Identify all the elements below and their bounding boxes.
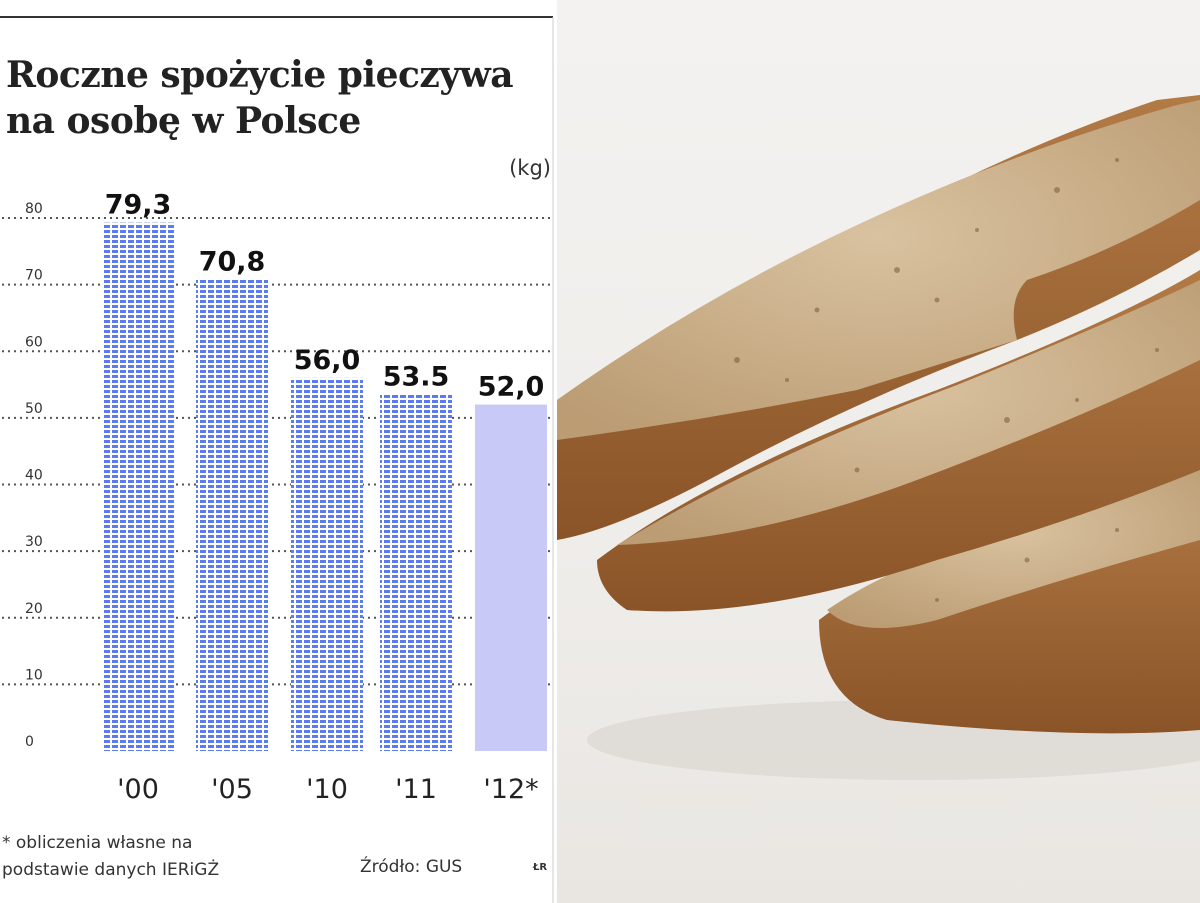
source-label: Źródło: GUS [360,857,463,877]
bottom-slice [819,465,1200,734]
x-tick-label: '11 [395,774,437,805]
x-tick-label: '05 [211,774,253,805]
bars [102,222,547,751]
x-tick-label: '10 [306,774,348,805]
footnote-line-1: * obliczenia własne na [2,833,193,853]
middle-slice [597,270,1200,612]
bread-slices-image [557,0,1200,903]
unit-label: (kg) [509,156,551,180]
y-tick-label: 60 [25,334,43,350]
bar-3 [380,394,452,751]
chart-panel: 0 10 20 30 40 50 60 70 80 79,3 70,8 56,0 53.5 52,0 '… [0,0,557,903]
value-label: 56,0 [294,345,361,376]
y-tick-label: 10 [25,667,43,683]
y-tick-label: 70 [25,268,43,284]
footnote-line-2: podstawie danych IERiGŻ [2,860,220,880]
y-axis-ticks: 0 10 20 30 40 50 60 70 80 [25,201,43,750]
x-axis-labels: '00 '05 '10 '11 '12* [117,774,539,805]
value-label: 70,8 [199,246,266,277]
chart-title-line-1: Roczne spożycie pieczywa [6,54,514,96]
bar-2 [291,377,363,751]
bar-chart: 0 10 20 30 40 50 60 70 80 79,3 70,8 56,0 53.5 52,0 '… [0,16,554,903]
x-tick-label: '00 [117,774,159,805]
bar-4 [475,404,547,751]
value-label: 79,3 [105,190,172,221]
y-tick-label: 30 [25,534,43,550]
y-tick-label: 80 [25,201,43,217]
y-tick-label: 40 [25,468,43,484]
chart-title-line-2: na osobę w Polsce [6,100,361,142]
credit-label: ŁR [533,862,548,873]
footnote: * obliczenia własne na podstawie danych … [2,830,219,884]
top-slice [557,95,1200,540]
y-tick-label: 0 [25,734,34,750]
value-label: 53.5 [383,362,450,393]
y-tick-label: 20 [25,601,43,617]
gridlines [2,217,551,686]
bar-0 [102,222,174,751]
y-tick-label: 50 [25,401,43,417]
value-label: 52,0 [478,372,545,403]
seed-specks [734,158,1159,602]
bread-photo [557,0,1200,903]
x-tick-label: '12* [483,774,538,805]
bar-1 [196,279,268,751]
value-labels: 79,3 70,8 56,0 53.5 52,0 [105,190,545,403]
